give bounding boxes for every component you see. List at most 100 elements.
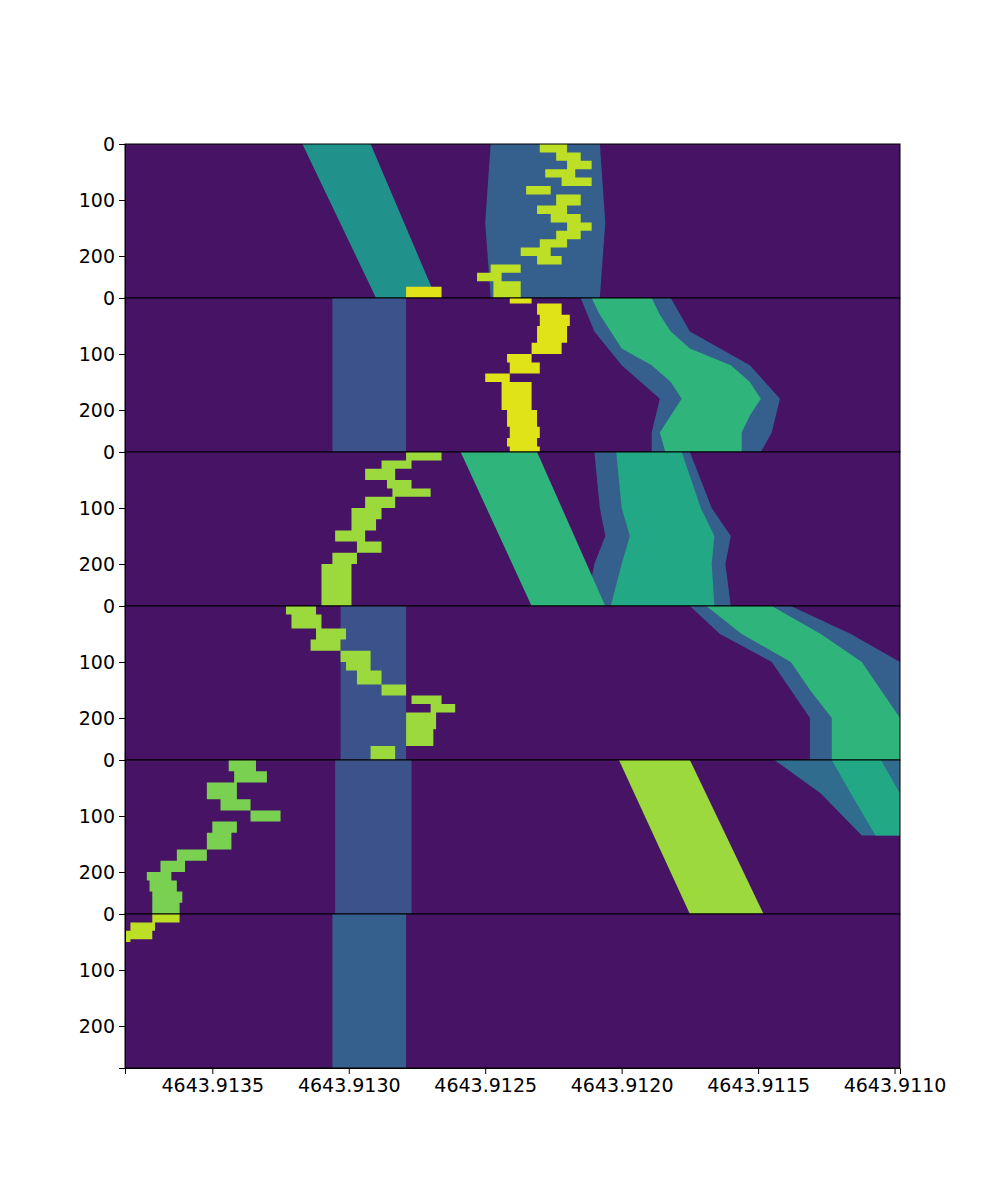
y-axis: 0 100 200 bbox=[79, 287, 126, 453]
x-tick-mark bbox=[895, 1068, 896, 1074]
y-tick-mark bbox=[119, 410, 125, 411]
panel-plot bbox=[125, 760, 900, 914]
heatmap-feature bbox=[335, 760, 411, 914]
y-tick: 0 bbox=[103, 441, 125, 463]
y-tick: 100 bbox=[79, 497, 125, 519]
y-tick-mark bbox=[119, 816, 125, 817]
y-tick-mark bbox=[119, 452, 125, 453]
y-tick: 200 bbox=[79, 707, 125, 729]
y-axis-line bbox=[119, 299, 126, 453]
heatmap-background bbox=[125, 760, 900, 914]
y-tick-label: 200 bbox=[79, 1015, 115, 1037]
x-tick-mark bbox=[758, 1068, 759, 1074]
y-tick-mark bbox=[119, 760, 125, 761]
x-tick-mark bbox=[212, 1068, 213, 1074]
heatmap-feature bbox=[321, 452, 441, 606]
panel-frame bbox=[125, 298, 900, 452]
y-tick-mark bbox=[119, 298, 125, 299]
panel-frame bbox=[125, 452, 900, 606]
panel-plot bbox=[125, 606, 900, 760]
y-tick-mark bbox=[119, 914, 125, 915]
heatmap-feature bbox=[619, 760, 764, 914]
panel-plot bbox=[125, 298, 900, 452]
heatmap-feature bbox=[286, 606, 455, 760]
y-tick-mark bbox=[119, 354, 125, 355]
x-tick-label: 4643.9120 bbox=[571, 1074, 674, 1096]
chart-svg: 0100200010020001002000100200010020001002… bbox=[0, 0, 1000, 1200]
y-tick-label: 100 bbox=[79, 805, 115, 827]
heatmap-feature bbox=[611, 452, 715, 606]
x-tick: 4643.9125 bbox=[434, 1068, 537, 1096]
y-tick: 100 bbox=[79, 343, 125, 365]
y-tick: 0 bbox=[103, 595, 125, 617]
x-tick: 4643.9120 bbox=[571, 1068, 674, 1096]
heatmap-feature bbox=[477, 144, 592, 298]
heatmap-feature bbox=[485, 298, 570, 452]
y-tick-label: 100 bbox=[79, 343, 115, 365]
heatmap-background bbox=[125, 606, 900, 760]
y-tick-label: 200 bbox=[79, 553, 115, 575]
y-tick-label: 0 bbox=[103, 903, 115, 925]
y-tick-label: 200 bbox=[79, 399, 115, 421]
x-tick-mark bbox=[349, 1068, 350, 1074]
y-tick: 0 bbox=[103, 903, 125, 925]
y-tick-mark bbox=[119, 200, 125, 201]
heatmap-background bbox=[125, 298, 900, 452]
heatmap-feature bbox=[581, 298, 780, 452]
y-axis-line bbox=[119, 915, 126, 1069]
x-tick-mark bbox=[622, 1068, 623, 1074]
y-tick-mark bbox=[119, 256, 125, 257]
x-axis: 4643.9135 4643.9130 4643.9125 4643.9120 4643… bbox=[126, 1068, 947, 1096]
x-tick-mark bbox=[485, 1068, 486, 1074]
x-tick: 4643.9135 bbox=[161, 1068, 264, 1096]
y-tick-label: 0 bbox=[103, 287, 115, 309]
y-tick-label: 100 bbox=[79, 189, 115, 211]
y-tick-label: 100 bbox=[79, 651, 115, 673]
y-tick: 200 bbox=[79, 399, 125, 421]
panel-plot bbox=[125, 452, 900, 606]
y-tick: 0 bbox=[103, 749, 125, 771]
y-tick: 200 bbox=[79, 553, 125, 575]
y-axis: 0 100 200 bbox=[79, 903, 126, 1069]
y-axis: 0 100 200 bbox=[79, 595, 126, 761]
y-axis-line bbox=[119, 145, 126, 299]
heatmap-background bbox=[125, 452, 900, 606]
heatmap-feature bbox=[332, 914, 406, 1068]
heatmap-feature bbox=[586, 452, 731, 606]
heatmap-feature bbox=[461, 452, 606, 606]
heatmap-feature bbox=[302, 144, 436, 298]
heatmap-feature bbox=[147, 760, 281, 914]
y-tick-mark bbox=[119, 606, 125, 607]
y-tick-label: 200 bbox=[79, 707, 115, 729]
heatmap-feature bbox=[125, 914, 180, 942]
panel-frame bbox=[125, 760, 900, 914]
y-axis-line bbox=[119, 453, 126, 607]
y-tick-mark bbox=[119, 872, 125, 873]
y-tick: 200 bbox=[79, 861, 125, 883]
panel-frame bbox=[125, 144, 900, 298]
y-axis: 0100200 bbox=[79, 133, 126, 299]
y-tick-mark bbox=[119, 144, 125, 145]
heatmap-background bbox=[125, 914, 900, 1068]
y-tick-label: 100 bbox=[79, 497, 115, 519]
panel-plot bbox=[125, 144, 900, 298]
y-tick-mark bbox=[119, 970, 125, 971]
y-axis-line bbox=[119, 761, 126, 915]
panel-frame bbox=[125, 914, 900, 1068]
x-tick-label: 4643.9130 bbox=[298, 1074, 401, 1096]
y-tick-mark bbox=[119, 718, 125, 719]
x-tick-label: 4643.9110 bbox=[844, 1074, 947, 1096]
x-tick: 4643.9110 bbox=[844, 1068, 947, 1096]
y-tick: 100 bbox=[79, 959, 125, 981]
heatmap-background bbox=[125, 144, 900, 298]
y-axis: 0 100 200 bbox=[79, 749, 126, 915]
y-tick-label: 0 bbox=[103, 749, 115, 771]
x-axis-line bbox=[126, 1069, 901, 1075]
heatmap-feature bbox=[332, 298, 406, 452]
chart-root: 0100200010020001002000100200010020001002… bbox=[0, 0, 1000, 1200]
y-tick-label: 0 bbox=[103, 441, 115, 463]
y-tick-label: 0 bbox=[103, 595, 115, 617]
y-tick-mark bbox=[119, 564, 125, 565]
heatmap-feature bbox=[706, 606, 900, 760]
x-tick-label: 4643.9135 bbox=[161, 1074, 264, 1096]
